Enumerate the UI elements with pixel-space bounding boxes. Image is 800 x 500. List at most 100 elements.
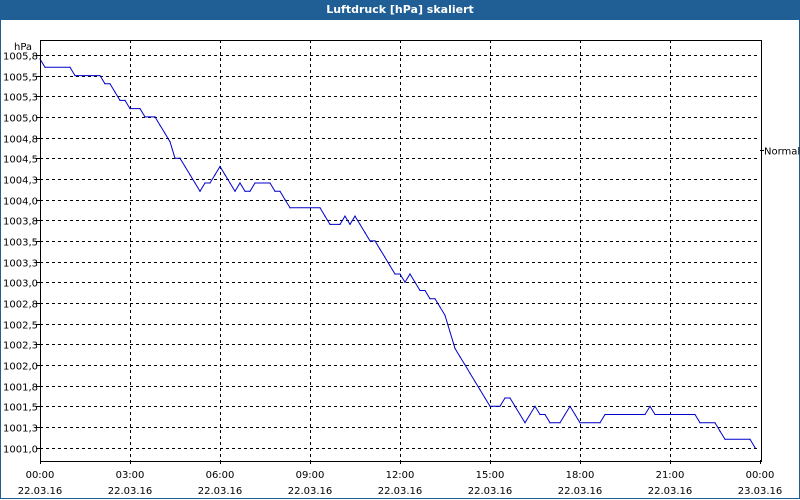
data-point (229, 182, 231, 184)
data-point (119, 99, 121, 101)
x-tick-date: 22.03.16 (288, 486, 333, 497)
y-tick-label: 1002,8 (3, 300, 38, 311)
data-point (459, 356, 461, 358)
data-point (289, 207, 291, 209)
data-point (549, 422, 551, 424)
data-point (579, 422, 581, 424)
x-tick-time: 06:00 (206, 470, 235, 481)
data-point (344, 215, 346, 217)
x-tick-date: 22.03.16 (198, 486, 243, 497)
data-point (204, 182, 206, 184)
data-point (374, 240, 376, 242)
y-tick-label: 1002,0 (3, 362, 38, 373)
data-point (249, 190, 251, 192)
x-tick-time: 12:00 (386, 470, 415, 481)
data-point (529, 413, 531, 416)
chart-title: Luftdruck [hPa] skaliert (326, 3, 474, 16)
data-point (569, 405, 571, 407)
data-point (339, 223, 341, 225)
y-tick-label: 1002,3 (3, 341, 38, 352)
data-point (144, 116, 146, 118)
data-point (699, 422, 701, 424)
series-line (39, 58, 756, 448)
data-point (124, 99, 126, 101)
data-point (564, 413, 566, 416)
data-point (324, 215, 326, 217)
data-point (604, 413, 606, 416)
data-point (369, 240, 371, 242)
data-point (424, 289, 426, 292)
y-tick-label: 1005,0 (3, 114, 38, 125)
data-point (434, 298, 436, 300)
data-point (269, 182, 271, 184)
y-tick-label: 1003,5 (3, 238, 38, 249)
y-axis: 1001,0 1001,3 1001,5 1001,8 1002,0 1002,3 1002… (3, 42, 800, 456)
chart-grid (40, 40, 760, 460)
data-point (599, 422, 601, 424)
y-tick-label: 1001,3 (3, 424, 38, 435)
data-point (389, 265, 391, 267)
y-tick-label: 1001,8 (3, 383, 38, 394)
plot-area-border (40, 40, 762, 462)
x-tick-time: 03:00 (116, 470, 145, 481)
y-tick-label: 1003,3 (3, 259, 38, 270)
x-tick-date: 22.03.16 (378, 486, 423, 497)
y-tick-label: 1001,5 (3, 403, 38, 414)
data-point (329, 223, 331, 225)
data-point (439, 306, 441, 308)
data-point (279, 190, 281, 192)
x-tick-time: 09:00 (296, 470, 325, 481)
data-point (364, 232, 366, 234)
data-point (224, 174, 226, 176)
x-tick-date: 22.03.16 (558, 486, 603, 497)
y-tick-label: 1004,8 (3, 135, 38, 146)
data-point (469, 372, 471, 374)
y-tick-label: 1002,5 (3, 321, 38, 332)
data-point (479, 389, 481, 391)
x-tick-date: 22.03.16 (18, 486, 63, 497)
x-tick-date: 22.03.16 (468, 486, 513, 497)
series-layer (39, 58, 756, 449)
data-point (239, 182, 241, 184)
y-tick-label: 1003,0 (3, 279, 38, 290)
data-point (399, 273, 401, 275)
y-tick-label: 1004,5 (3, 155, 38, 166)
data-point (539, 413, 541, 416)
data-point (499, 405, 501, 407)
data-point (99, 75, 101, 77)
x-tick-time: 21:00 (656, 470, 685, 481)
data-point (514, 405, 516, 407)
data-point (449, 331, 451, 333)
data-point (504, 397, 506, 399)
data-point (754, 447, 756, 449)
data-point (654, 413, 656, 416)
data-point (74, 75, 76, 77)
x-tick-time: 15:00 (476, 470, 505, 481)
data-point (199, 190, 201, 192)
data-point (219, 165, 221, 168)
data-point (749, 438, 751, 440)
data-point (179, 157, 181, 159)
data-point (494, 405, 496, 407)
data-point (524, 422, 526, 424)
data-point (209, 182, 211, 184)
x-tick-date: 23.03.16 (738, 486, 783, 497)
data-point (359, 223, 361, 225)
data-point (104, 83, 106, 85)
data-point (559, 422, 561, 424)
data-point (414, 281, 416, 283)
data-point (274, 190, 276, 192)
data-point (234, 190, 236, 192)
x-tick-time: 00:00 (746, 470, 775, 481)
data-point (69, 66, 71, 68)
data-point (189, 174, 191, 176)
data-point (214, 174, 216, 176)
data-point (454, 347, 456, 349)
data-point (409, 273, 411, 275)
x-tick-date: 22.03.16 (648, 486, 693, 497)
data-point (184, 165, 186, 168)
x-tick-date: 22.03.16 (108, 486, 153, 497)
data-point (244, 190, 246, 192)
data-point (444, 314, 446, 316)
